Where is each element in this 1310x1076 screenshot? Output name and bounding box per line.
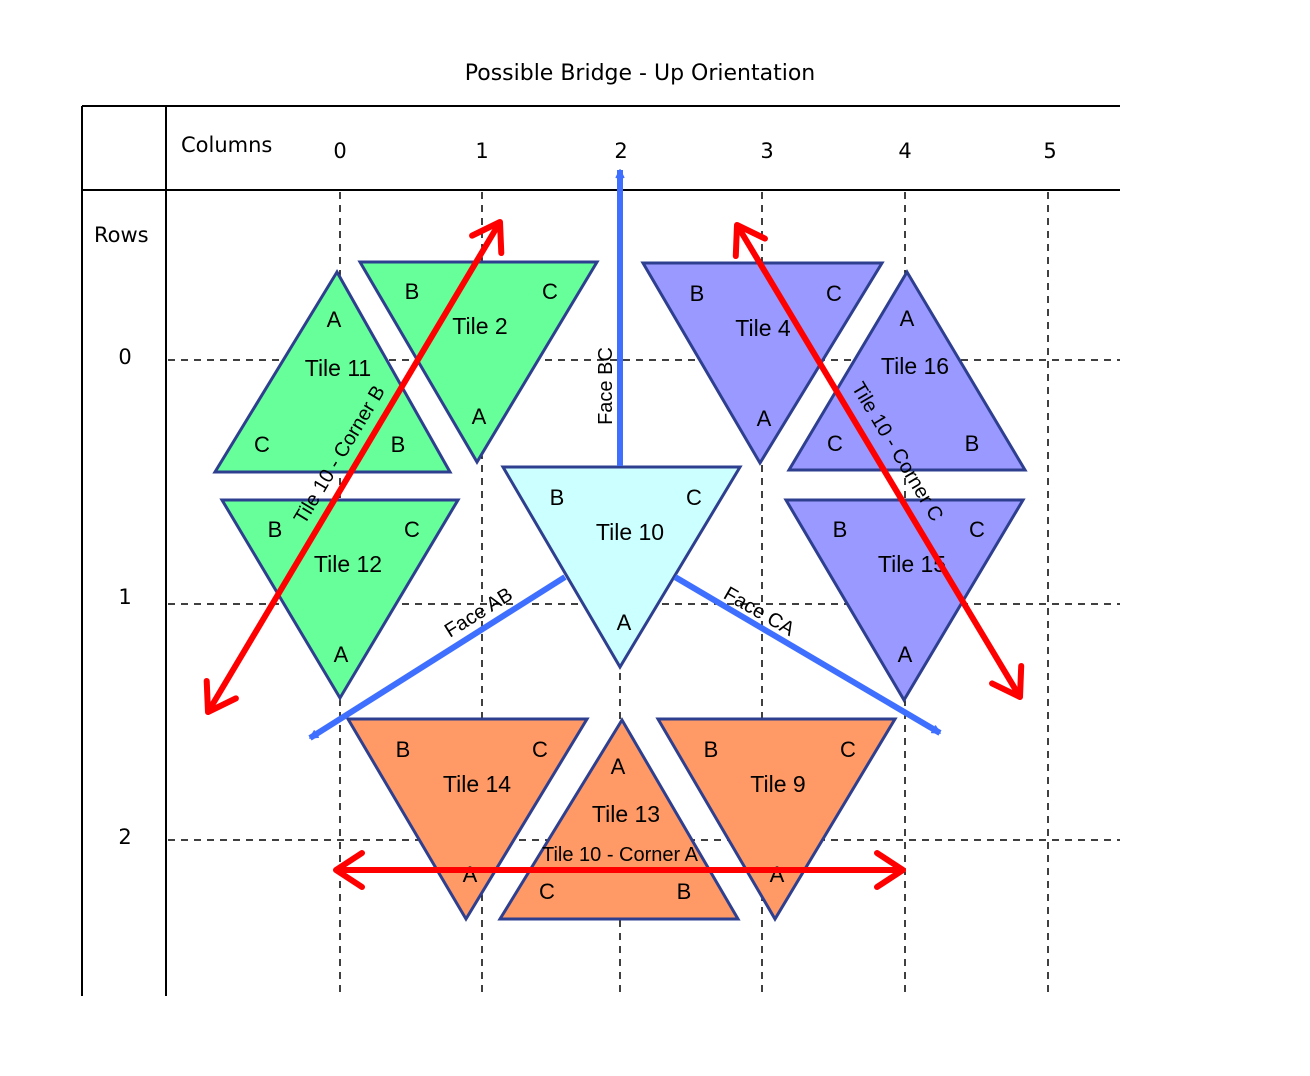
tile-16: Tile 16 A C B — [786, 269, 1028, 472]
arrowhead — [469, 219, 505, 257]
tile-10: Tile 10 B C A — [500, 465, 743, 670]
column-number: 4 — [898, 139, 911, 163]
corner-label-bottom: A — [463, 862, 478, 887]
corner-label-left: C — [254, 432, 270, 457]
corner-label-left: B — [268, 517, 283, 542]
tile-11: Tile 11 A C B — [212, 269, 453, 474]
arrow-shaft — [308, 574, 567, 741]
tile-9: Tile 9 B C A — [655, 717, 898, 922]
corner-label-right: C — [532, 737, 548, 762]
corner-label-bottom: A — [334, 642, 349, 667]
column-number: 1 — [475, 139, 488, 163]
corner-label-top: A — [327, 307, 342, 332]
tile-title: Tile 4 — [735, 315, 791, 341]
tile-14: Tile 14 B C A — [345, 717, 590, 922]
corner-label-right: C — [969, 517, 985, 542]
tile-title: Tile 13 — [592, 801, 660, 827]
tile-15: Tile 15B CA — [783, 498, 1026, 703]
corner-label-right: B — [677, 879, 692, 904]
tile-triangle — [345, 717, 590, 922]
tile-title: Tile 2 — [452, 313, 507, 339]
arrow-label: Tile 10 - Corner A — [542, 844, 699, 866]
tile-triangle — [655, 717, 898, 922]
corner-label-right: C — [542, 279, 558, 304]
corner-label-top: A — [611, 754, 626, 779]
corner-label-right: C — [840, 737, 856, 762]
corner-label-bottom: A — [617, 610, 632, 635]
tile-12: Tile 12 B C A — [219, 498, 461, 701]
tile-triangle — [783, 498, 1026, 703]
corner-label-right: C — [686, 485, 702, 510]
tile-title: Tile 9 — [750, 771, 805, 797]
tile-title: Tile 14 — [443, 771, 511, 797]
corner-label-top: A — [900, 306, 915, 331]
corner-label-left: B — [550, 485, 565, 510]
corner-label-bottom: A — [770, 862, 785, 887]
corner-label-right: C — [404, 517, 420, 542]
tile-title: Tile 12 — [314, 551, 382, 577]
table-frame — [81, 105, 1120, 996]
arrowhead — [989, 662, 1025, 700]
tile-title: Tile 16 — [881, 353, 949, 379]
tile-triangle — [219, 498, 461, 701]
corner-label-bottom: A — [472, 404, 487, 429]
corner-label-left: B — [833, 517, 848, 542]
arrow-face-bc: Face BC — [595, 170, 620, 466]
corner-label-right: C — [826, 281, 842, 306]
column-numbers: 0 1 2 3 4 5 — [333, 139, 1056, 163]
corner-label-left: B — [704, 737, 719, 762]
corner-label-left: B — [396, 737, 411, 762]
corner-label-bottom: A — [757, 406, 772, 431]
tile-title: Tile 11 — [305, 355, 371, 381]
diagram-title: Possible Bridge - Up Orientation — [465, 61, 816, 86]
tile-triangle — [500, 465, 743, 670]
arrowhead — [333, 850, 365, 890]
corner-label-right: B — [965, 431, 980, 456]
corner-label-left: B — [405, 279, 420, 304]
arrowhead — [874, 850, 906, 890]
corner-label-left: C — [539, 879, 555, 904]
columns-label: Columns — [181, 133, 272, 157]
row-number: 2 — [118, 825, 131, 849]
tile-title: Tile 10 — [596, 519, 664, 545]
column-number: 5 — [1043, 139, 1056, 163]
tile-triangle — [786, 269, 1028, 472]
arrow-tile-10-corner-a: Tile 10 - Corner A — [333, 844, 906, 890]
arrowhead — [203, 677, 239, 715]
tile-triangle — [212, 269, 453, 474]
row-number: 1 — [118, 585, 131, 609]
arrow-shaft — [673, 574, 942, 736]
column-number: 0 — [333, 139, 346, 163]
column-number: 2 — [614, 139, 627, 163]
row-number: 0 — [118, 345, 131, 369]
rows-label: Rows — [94, 223, 149, 247]
corner-label-left: B — [690, 281, 705, 306]
column-number: 3 — [760, 139, 773, 163]
corner-label-right: B — [391, 432, 406, 457]
corner-label-left: C — [827, 431, 843, 456]
arrowhead — [732, 222, 768, 260]
arrow-label: Face BC — [595, 347, 617, 425]
arrow-shaft — [734, 223, 1023, 699]
row-numbers: 0 1 2 — [118, 345, 131, 849]
arrow-shaft — [205, 220, 503, 714]
corner-label-bottom: A — [898, 642, 913, 667]
